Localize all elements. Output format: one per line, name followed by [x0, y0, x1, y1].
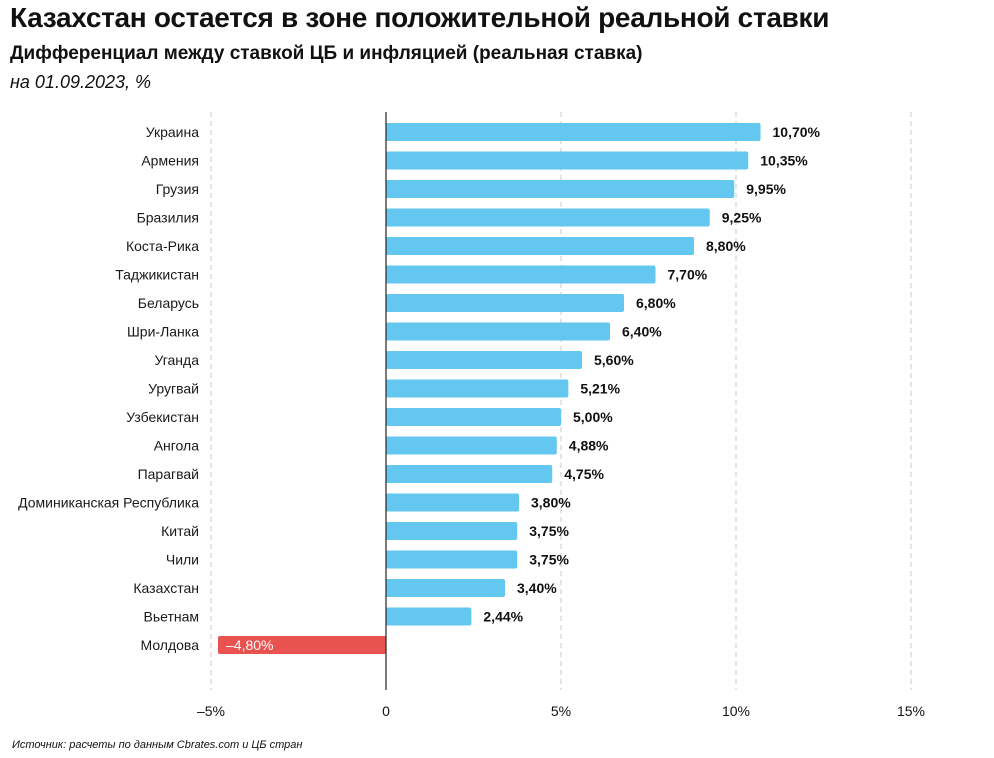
- category-label-8: Уганда: [154, 352, 199, 368]
- value-label-5: 7,70%: [668, 267, 708, 283]
- chart-subtitle: Дифференциал между ставкой ЦБ и инфляцие…: [10, 43, 643, 64]
- chart-title: Казахстан остается в зоне положительной …: [10, 2, 830, 33]
- tick-label-2: 5%: [551, 703, 571, 719]
- tick-label-3: 10%: [722, 703, 750, 719]
- tick-label-0: –5%: [197, 703, 225, 719]
- bar-1: [386, 151, 749, 170]
- value-label-9: 5,21%: [580, 381, 620, 397]
- category-label-0: Украина: [146, 124, 200, 140]
- value-label-3: 9,25%: [722, 210, 762, 226]
- value-label-16: 3,40%: [517, 580, 557, 596]
- category-label-17: Вьетнам: [143, 609, 199, 625]
- category-label-6: Беларусь: [138, 295, 199, 311]
- bar-6: [386, 294, 624, 312]
- bar-2: [386, 180, 735, 198]
- category-label-13: Доминиканская Республика: [18, 495, 199, 511]
- bar-18: [218, 636, 386, 654]
- category-label-16: Казахстан: [133, 580, 199, 596]
- category-label-14: Китай: [161, 523, 199, 539]
- category-label-7: Шри-Ланка: [127, 324, 199, 340]
- bar-8: [386, 351, 582, 369]
- value-label-8: 5,60%: [594, 352, 634, 368]
- bar-9: [386, 379, 569, 398]
- value-label-14: 3,75%: [529, 523, 569, 539]
- value-label-17: 2,44%: [483, 609, 523, 625]
- bar-14: [386, 522, 518, 540]
- value-label-7: 6,40%: [622, 324, 662, 340]
- category-label-18: Молдова: [141, 637, 200, 653]
- bar-15: [386, 550, 518, 569]
- category-label-3: Бразилия: [137, 210, 199, 226]
- category-label-2: Грузия: [156, 181, 199, 197]
- category-label-4: Коста-Рика: [126, 238, 199, 254]
- bar-13: [386, 493, 519, 512]
- value-label-1: 10,35%: [760, 153, 808, 169]
- value-label-10: 5,00%: [573, 409, 613, 425]
- value-label-6: 6,80%: [636, 295, 676, 311]
- value-label-15: 3,75%: [529, 552, 569, 568]
- value-label-12: 4,75%: [564, 466, 604, 482]
- bar-11: [386, 436, 557, 455]
- category-label-9: Уругвай: [148, 381, 199, 397]
- bar-10: [386, 408, 561, 426]
- bar-0: [386, 123, 761, 141]
- bar-3: [386, 208, 710, 227]
- category-label-5: Таджикистан: [115, 267, 199, 283]
- tick-label-1: 0: [382, 703, 390, 719]
- category-label-15: Чили: [166, 552, 199, 568]
- tick-label-4: 15%: [897, 703, 925, 719]
- value-label-13: 3,80%: [531, 495, 571, 511]
- value-label-0: 10,70%: [773, 124, 821, 140]
- value-label-4: 8,80%: [706, 238, 746, 254]
- bar-16: [386, 579, 505, 597]
- bar-7: [386, 322, 610, 341]
- source-note: Источник: расчеты по данным Cbrates.com …: [12, 739, 303, 751]
- bar-4: [386, 237, 694, 255]
- value-label-18: –4,80%: [226, 637, 273, 653]
- category-label-12: Парагвай: [138, 466, 199, 482]
- category-label-10: Узбекистан: [126, 409, 199, 425]
- value-label-11: 4,88%: [569, 438, 609, 454]
- category-label-1: Армения: [141, 153, 199, 169]
- bar-12: [386, 465, 553, 483]
- chart-date: на 01.09.2023, %: [10, 72, 152, 92]
- bar-17: [386, 607, 472, 626]
- value-label-2: 9,95%: [746, 181, 786, 197]
- category-label-11: Ангола: [154, 438, 200, 454]
- bar-5: [386, 265, 656, 284]
